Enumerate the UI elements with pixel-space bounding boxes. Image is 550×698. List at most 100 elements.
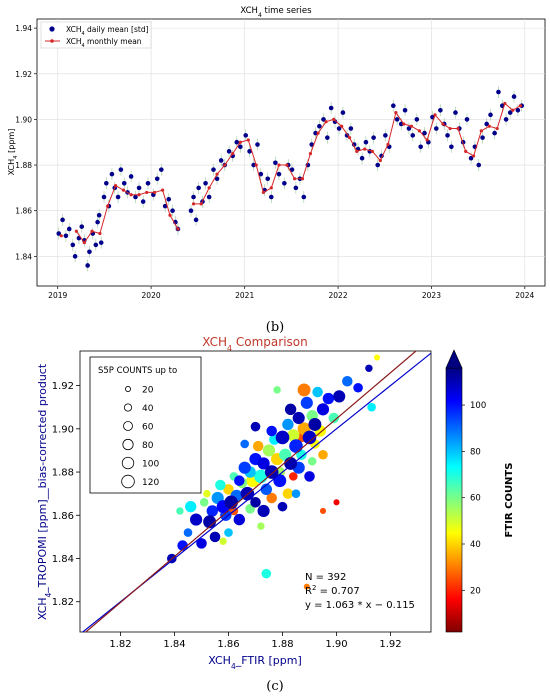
comparison-point (288, 472, 298, 481)
comparison-point (275, 430, 290, 445)
comparison-point (303, 583, 310, 590)
daily-point (410, 133, 416, 138)
colorbar-ticks: 20 40 60 80 100 (462, 401, 486, 596)
daily-point (464, 117, 470, 122)
daily-point (96, 212, 102, 218)
size-legend-marker (125, 386, 131, 392)
comparison-point (215, 479, 226, 491)
size-legend-items: 20 40 60 80 100 120 (121, 386, 159, 489)
daily-point (226, 149, 232, 154)
x-tick-label: 1.88 (271, 639, 293, 650)
daily-point (328, 105, 334, 111)
panel-c-label: (c) (266, 679, 283, 694)
daily-point (66, 226, 72, 232)
daily-point (121, 181, 127, 186)
monthly-point (199, 202, 203, 206)
daily-point (445, 133, 450, 138)
comparison-point (312, 386, 323, 398)
daily-point (344, 133, 350, 138)
comparison-point (273, 386, 281, 394)
monthly-point (215, 172, 219, 176)
comparison-point (206, 505, 218, 517)
x-tick-label: 1.90 (325, 639, 347, 650)
daily-point (243, 133, 249, 138)
comparison-point (203, 489, 211, 498)
monthly-point (340, 124, 344, 128)
monthly-point (433, 113, 437, 117)
daily-point (159, 167, 164, 172)
daily-point (255, 142, 260, 147)
daily-point (422, 130, 427, 136)
daily-point (133, 194, 138, 200)
comparison-point (365, 364, 373, 373)
comparison-y-ticks: 1.82 1.84 1.86 1.88 1.90 1.92 (52, 381, 80, 608)
daily-point (433, 126, 439, 131)
comparison-point (183, 528, 193, 537)
time-series-y-axis-label: XCH4 [ppm] (7, 129, 19, 176)
monthly-point (90, 229, 94, 233)
colorbar-tick-label: 60 (470, 494, 481, 504)
monthly-point (464, 149, 468, 153)
y-tick-label: 1.88 (15, 161, 32, 170)
y-tick-label: 1.92 (52, 381, 74, 392)
monthly-point (246, 138, 250, 142)
monthly-point (332, 117, 336, 122)
comparison-point (328, 412, 340, 424)
y-tick-label: 1.84 (52, 554, 74, 565)
x-tick-label: 1.84 (163, 639, 185, 650)
monthly-point (394, 110, 398, 115)
daily-point (383, 133, 388, 138)
daily-point (289, 167, 295, 172)
comparison-point (257, 504, 270, 518)
monthly-point (511, 108, 515, 112)
daily-point (273, 160, 278, 166)
daily-point (93, 242, 99, 248)
colorbar-tick-label: 20 (470, 586, 481, 596)
y-tick-label: 1.86 (52, 511, 74, 522)
x-tick-label: 2021 (235, 291, 254, 300)
daily-point (321, 117, 326, 122)
daily-point (128, 174, 134, 179)
y-tick-label: 1.90 (15, 115, 32, 124)
monthly-point (238, 140, 242, 144)
size-legend-box (89, 356, 202, 494)
comparison-point (262, 444, 276, 457)
y-tick-label: 1.88 (52, 468, 74, 479)
comparison-point (209, 531, 221, 543)
panel-b-label: (b) (266, 320, 284, 335)
comparison-point (319, 507, 327, 514)
time-series-plot-area (36, 18, 546, 287)
colorbar-tick-label: 80 (470, 447, 481, 457)
size-legend: S5P COUNTS up to 20 40 60 80 100 120 (89, 356, 202, 494)
comparison-point (266, 425, 277, 437)
comparison-chart: XCH4 Comparison 1.82 1.84 1.86 1.88 1.90 1.92… (36, 335, 515, 671)
monthly-point (417, 129, 422, 133)
size-legend-label: 20 (142, 386, 154, 396)
daily-point (309, 142, 315, 147)
monthly-point (347, 136, 352, 140)
comparison-point (333, 499, 340, 506)
size-legend-label: 60 (142, 423, 154, 433)
monthly-point (129, 193, 133, 197)
daily-point (251, 162, 256, 168)
size-legend-label: 120 (142, 478, 159, 488)
daily-point (109, 171, 115, 177)
colorbar-gradient (445, 367, 463, 633)
time-series-legend: XCH4 daily mean [std] XCH4 monthly mean (40, 21, 152, 49)
comparison-point (291, 489, 301, 498)
comparison-point (342, 375, 353, 387)
monthly-point (137, 193, 141, 197)
comparison-point (224, 495, 238, 510)
comparison-point (176, 507, 184, 515)
comparison-point (318, 449, 328, 460)
daily-point (140, 199, 146, 204)
daily-point (418, 144, 423, 150)
x-tick-label: 1.82 (109, 639, 131, 650)
daily-point (511, 94, 517, 99)
colorbar-tick-label: 100 (470, 401, 486, 411)
comparison-point (367, 402, 376, 412)
daily-point (484, 121, 489, 127)
size-legend-label: 100 (142, 460, 159, 470)
daily-point (394, 117, 400, 122)
